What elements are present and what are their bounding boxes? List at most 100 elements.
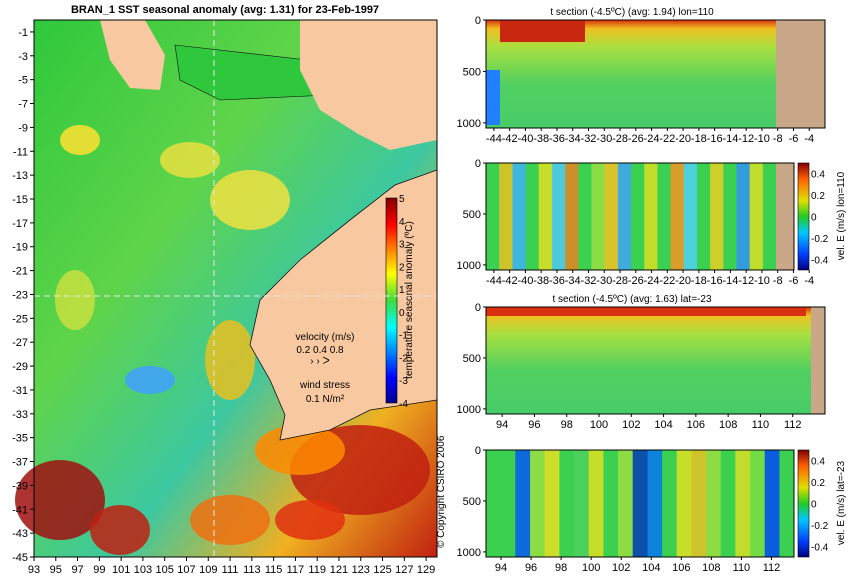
- section-3-x-tick-label: 98: [561, 419, 573, 431]
- map-y-tick-label: -35: [12, 433, 28, 445]
- section-2-stripe: [525, 163, 540, 270]
- section-2-stripe: [617, 163, 632, 270]
- section-1-x-tick-label: -20: [675, 133, 691, 145]
- map-y-tick-label: -33: [12, 409, 28, 421]
- section-4-x-tick-label: 96: [525, 562, 537, 574]
- section-1-x-tick-label: -16: [707, 133, 723, 145]
- section-2-stripe: [683, 163, 698, 270]
- section-1-land: [776, 20, 825, 128]
- map-y-tick-label: -15: [12, 194, 28, 206]
- section-2-stripe: [486, 163, 500, 270]
- section-2-y-tick-label: 0: [475, 158, 481, 170]
- section-3-x-tick-label: 110: [752, 419, 770, 431]
- section-1-x-tick-label: -32: [581, 133, 597, 145]
- section-2-x-tick-label: -26: [628, 275, 644, 287]
- section-2-x-tick-label: -40: [517, 275, 533, 287]
- velocity-legend-values: 0.2 0.4 0.8: [296, 345, 344, 356]
- section-2-velocity-stripes: [486, 163, 777, 270]
- section-1-x-tick-label: -12: [738, 133, 754, 145]
- section-3-field: [486, 307, 825, 414]
- section-3-y-tick-label: 500: [463, 353, 481, 365]
- section-2-stripe: [591, 163, 606, 270]
- section-3-x-tick-label: 94: [496, 419, 508, 431]
- section-4-x-tick-label: 108: [702, 562, 720, 574]
- map-y-ticks: -1 -3 -5 -7 -9 -11 -13 -15 -17 -19 -21 -23 -25 -27 -29…: [12, 27, 34, 564]
- anomaly-patch: [60, 125, 100, 155]
- map-x-tick-label: 109: [199, 564, 217, 576]
- section-3-x-tick-label: 102: [622, 419, 640, 431]
- section-2-stripe: [604, 163, 619, 270]
- sst-colorbar-tick-label: 5: [399, 194, 405, 205]
- section-4-stripe: [530, 450, 546, 557]
- section-4-stripe: [574, 450, 590, 557]
- section-2-stripe: [723, 163, 737, 270]
- section-3-ticks: 94 96 98 100 102 104 106 108 110 112 0 500 1000: [457, 302, 802, 431]
- section-4-stripe: [559, 450, 575, 557]
- anomaly-patch: [190, 495, 270, 545]
- anomaly-patch: [125, 366, 175, 394]
- section-4-velocity-stripes: [486, 450, 795, 557]
- wind-legend-value: 0.1 N/m²: [306, 394, 345, 405]
- section-4-y-tick-label: 0: [475, 445, 481, 457]
- section-2-colorbar-tick-label: -0.2: [811, 234, 829, 245]
- section-1-x-tick-label: -8: [773, 133, 783, 145]
- section-2-x-tick-label: -38: [533, 275, 549, 287]
- section-2-stripe: [538, 163, 553, 270]
- section-2-x-tick-label: -10: [754, 275, 770, 287]
- section-2-x-tick-label: -28: [612, 275, 628, 287]
- section-1-x-tick-label: -26: [628, 133, 644, 145]
- section-1-x-tick-label: -28: [612, 133, 628, 145]
- anomaly-patch: [160, 142, 220, 178]
- sst-colorbar-ticks: 5 4 3 2 1 0 -1 -2 -3 -4: [399, 194, 408, 410]
- section-panel-2: vel. E (m/s) lon=110 -44 -42 -40 -38 -36 -34-…: [457, 158, 847, 287]
- section-1-cold-patch: [486, 70, 500, 125]
- section-1-x-tick-label: -6: [789, 133, 799, 145]
- map-panel: BRAN_1 SST seasonal anomaly (avg: 1.31) …: [12, 4, 438, 576]
- section-1-x-tick-label: -4: [804, 133, 814, 145]
- section-2-x-tick-label: -22: [659, 275, 675, 287]
- section-4-stripe: [662, 450, 678, 557]
- section-2-stripe: [565, 163, 579, 270]
- map-y-tick-label: -9: [18, 122, 28, 134]
- section-1-x-tick-label: -44: [486, 133, 502, 145]
- section-2-stripe: [657, 163, 672, 270]
- section-1-x-tick-label: -18: [691, 133, 707, 145]
- section-3-x-tick-label: 106: [687, 419, 705, 431]
- section-4-stripe: [706, 450, 722, 557]
- section-3-frame: [485, 306, 826, 415]
- section-4-stripe: [588, 450, 604, 557]
- map-y-tick-label: -13: [12, 170, 28, 182]
- sst-colorbar-tick-label: 1: [399, 285, 405, 296]
- anomaly-patches: [15, 125, 430, 555]
- section-4-stripe: [691, 450, 707, 557]
- map-y-tick-label: -41: [12, 504, 28, 516]
- map-x-ticks: 93 95 97 99 101 103 105 107 109 111 113 115 117 119 12…: [28, 557, 435, 576]
- section-4-x-tick-label: 102: [612, 562, 630, 574]
- section-4-stripe: [750, 450, 766, 557]
- section-2-stripe: [710, 163, 724, 270]
- map-x-tick-label: 107: [177, 564, 195, 576]
- map-x-tick-label: 97: [71, 564, 83, 576]
- map-y-tick-label: -43: [12, 528, 28, 540]
- section-4-stripe: [603, 450, 619, 557]
- sst-colorbar-label: temperature seasonal anomaly (ºC): [404, 221, 415, 379]
- section-4-stripe: [486, 450, 502, 557]
- map-x-tick-label: 123: [352, 564, 370, 576]
- map-y-tick-label: -39: [12, 480, 28, 492]
- section-2-x-tick-label: -4: [804, 275, 814, 287]
- section-1-x-tick-label: -22: [659, 133, 675, 145]
- section-2-stripe: [499, 163, 513, 270]
- section-1-x-tick-label: -36: [549, 133, 565, 145]
- section-2-x-tick-label: -14: [722, 275, 738, 287]
- section-3-x-tick-label: 104: [654, 419, 672, 431]
- section-4-colorbar-tick-label: -0.2: [811, 521, 829, 532]
- section-4-x-tick-label: 104: [642, 562, 660, 574]
- section-1-x-tick-label: -10: [754, 133, 770, 145]
- map-y-tick-label: -23: [12, 289, 28, 301]
- land-borneo-sulawesi: [300, 20, 437, 150]
- section-4-x-tick-label: 112: [763, 562, 781, 574]
- land-sumatra: [100, 20, 165, 90]
- map-y-tick-label: -37: [12, 457, 28, 469]
- sst-colorbar: [385, 197, 398, 404]
